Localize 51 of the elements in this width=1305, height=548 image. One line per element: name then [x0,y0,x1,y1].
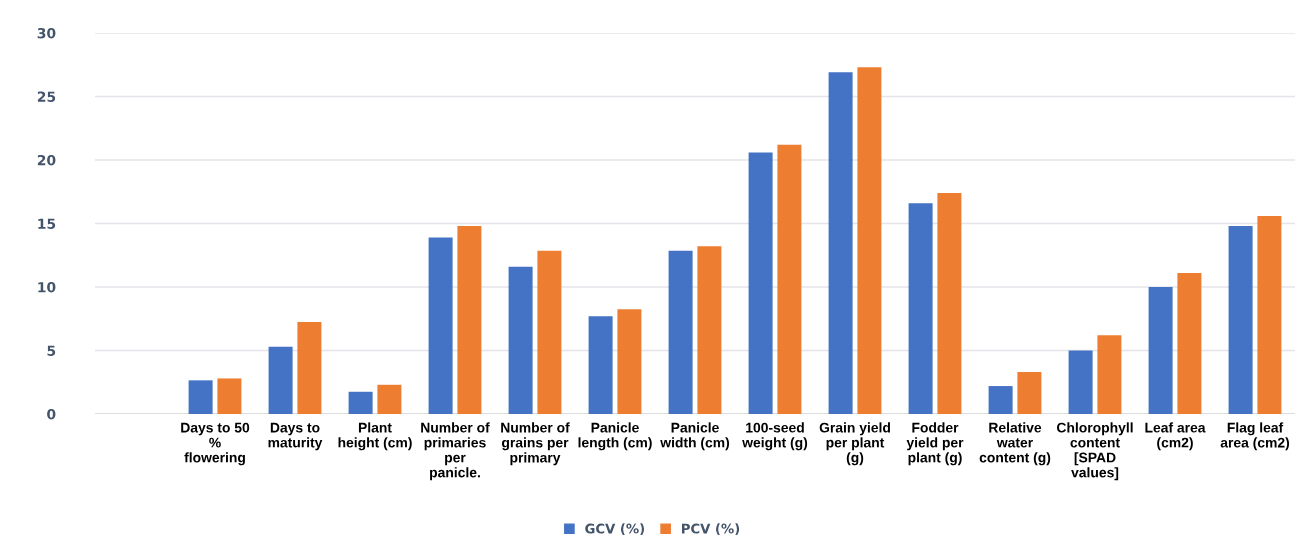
bar [1017,372,1042,414]
bar [988,386,1013,414]
x-tick-label: Chlorophyll content [SPAD values] [1057,422,1133,481]
bar [617,309,642,414]
bar [217,378,242,414]
x-tick-label: Plant height (cm) [338,422,412,451]
x-tick-label: Flag leaf area (cm2) [1220,422,1290,451]
x-tick-label: Panicle width (cm) [660,422,730,451]
x-tick-label: Number of grains per primary [501,422,570,466]
x-tick-label: Leaf area (cm2) [1145,422,1206,451]
bar [377,384,402,414]
x-tick-label: Relative water content (g) [979,422,1051,466]
x-tick-label: 100-seed weight (g) [742,422,808,451]
bar [588,316,613,414]
bar [908,203,933,414]
y-tick-label: 15 [38,218,56,229]
legend-label: PCV (%) [682,523,740,536]
y-tick-label: 25 [37,91,56,102]
bar [297,321,322,414]
bar [1068,350,1093,414]
y-tick-label: 10 [38,281,56,293]
bar [857,67,882,414]
bar [748,152,773,414]
bar [537,250,562,414]
x-tick-label: Days to 50 % flowering [181,422,250,466]
x-tick-label: Grain yield per plant (g) [819,422,890,466]
bar [1257,215,1282,414]
x-tick-label: Fodder yield per plant (g) [906,422,964,466]
bar [668,250,693,414]
bar [1228,226,1253,414]
bar [697,246,722,414]
bar [348,391,373,414]
bar [457,226,482,414]
bar [1177,273,1202,414]
bar [268,346,293,414]
y-tick-label: 30 [37,27,56,39]
y-tick-label: 5 [47,345,56,356]
bar [1148,287,1173,414]
bar [428,237,453,414]
bar [937,193,962,414]
bar [777,144,802,414]
y-tick-label: 20 [37,154,56,166]
bar [188,380,213,414]
x-tick-label: Number of primaries per panicle. [421,422,490,481]
bar [1097,335,1122,414]
bar [828,72,853,414]
y-tick-label: 0 [47,408,56,420]
bar [508,266,533,414]
x-tick-label: Days to maturity [268,422,323,451]
legend-label: GCV (%) [585,523,645,536]
x-tick-label: Panicle length (cm) [578,422,652,451]
